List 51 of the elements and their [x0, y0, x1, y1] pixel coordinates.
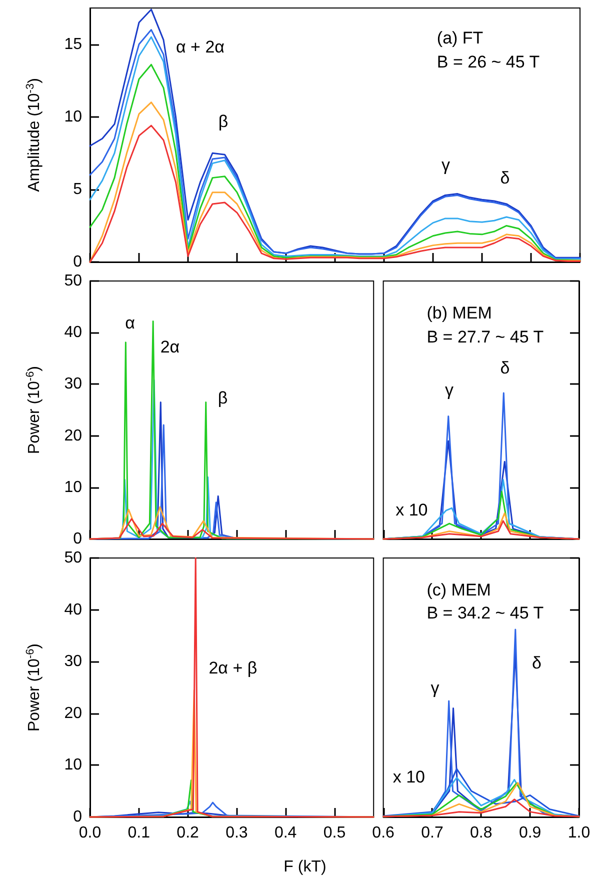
- y-tick-label: 10: [64, 478, 82, 496]
- y-tick-label: 30: [64, 376, 82, 393]
- annotation: (c) MEM: [426, 580, 491, 600]
- annotation: β: [218, 388, 228, 408]
- y-tick-label: 40: [64, 601, 82, 618]
- annotation: 2α: [160, 338, 180, 357]
- y-tick-label: 15: [64, 36, 82, 53]
- annotation: δ: [500, 358, 510, 378]
- y-tick-label: 30: [64, 653, 82, 670]
- y-axis-title: Amplitude (10-3): [24, 78, 43, 192]
- annotation: γ: [441, 156, 450, 175]
- annotation: γ: [430, 678, 440, 698]
- annotation: (a) FT: [436, 28, 484, 48]
- x-axis-title: F (kT): [284, 858, 326, 876]
- x-tick-label: 0.4: [274, 824, 297, 842]
- annotation: B = 34.2 ~ 45 T: [426, 603, 544, 622]
- annotation: (b) MEM: [426, 303, 492, 322]
- x-tick-label: 0.0: [78, 824, 102, 842]
- y-tick-label: 20: [64, 704, 82, 722]
- annotation: x 10: [396, 500, 428, 520]
- y-tick-label: 10: [64, 108, 82, 126]
- y-tick-label: 0: [73, 254, 82, 270]
- annotation: α + 2α: [176, 37, 225, 56]
- x-tick-label: 0.2: [176, 824, 200, 842]
- annotation: α: [125, 314, 136, 333]
- x-tick-label: 0.8: [470, 824, 492, 842]
- y-tick-label: 5: [73, 180, 82, 198]
- y-tick-label: 50: [64, 550, 82, 566]
- y-tick-label: 20: [64, 427, 82, 444]
- annotation: B = 26 ~ 45 T: [436, 52, 540, 72]
- y-tick-label: 0: [73, 808, 82, 826]
- annotation: 2α + β: [208, 658, 258, 678]
- annotation: δ: [532, 653, 542, 672]
- annotation: B = 27.7 ~ 45 T: [426, 327, 544, 346]
- annotation: x 10: [392, 768, 426, 787]
- y-tick-label: 50: [64, 272, 82, 290]
- y-tick-label: 40: [64, 324, 82, 342]
- y-tick-label: 0: [73, 530, 82, 548]
- y-axis-title: Power (10-6): [24, 366, 43, 454]
- annotation: δ: [500, 168, 510, 188]
- annotation: γ: [445, 380, 454, 400]
- y-axis-title: Power (10-6): [24, 643, 43, 732]
- x-tick-label: 0.6: [372, 824, 395, 842]
- x-tick-label: 0.5: [323, 824, 346, 842]
- y-tick-label: 10: [64, 756, 82, 774]
- x-tick-label: 0.3: [226, 824, 248, 842]
- x-tick-label: 0.9: [518, 824, 542, 842]
- x-tick-label: 0.1: [128, 824, 150, 842]
- x-tick-label: 0.7: [421, 824, 444, 842]
- x-tick-label: 1.0: [568, 824, 590, 842]
- annotation: β: [218, 112, 228, 132]
